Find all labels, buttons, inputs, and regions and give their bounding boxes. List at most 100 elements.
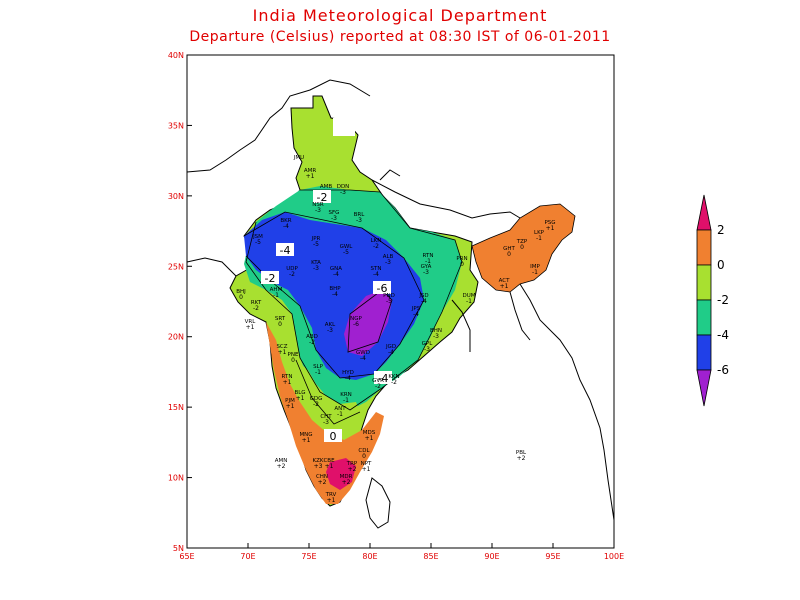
station-name: UDP (286, 266, 298, 272)
station-name: MDR (340, 474, 353, 480)
station-name: GWL (340, 244, 354, 250)
station-value: 0 (239, 294, 243, 301)
station: AMB (320, 184, 333, 190)
station-name: IMP (530, 264, 540, 270)
station: RTN+1 (282, 374, 293, 386)
station-value: -1 (466, 298, 472, 305)
station-value: 0 (362, 453, 366, 460)
station-value: -1 (536, 235, 542, 242)
contour-label: -4 (276, 243, 294, 257)
station-name: CHN (316, 474, 328, 480)
station-name: CDL (358, 448, 370, 454)
legend-swatch (696, 194, 712, 231)
station-value: -3 (340, 189, 346, 196)
legend-swatch (696, 334, 712, 371)
station: BRL-3 (354, 212, 366, 224)
station: NSR-3 (312, 202, 324, 214)
legend-swatch (696, 264, 712, 301)
station: GVR-2 (372, 378, 384, 390)
station-name: BRL (354, 212, 366, 218)
svg-text:-2: -2 (265, 272, 276, 285)
station-value: -1 (315, 369, 321, 376)
station-value: -3 (385, 259, 391, 266)
station: DUM-1 (462, 293, 475, 305)
station-name: HYD (342, 370, 354, 376)
station-value: +1 (327, 497, 336, 504)
lon-tick-label: 65E (179, 552, 194, 561)
station: GNA-4 (330, 266, 342, 278)
contour-label: -6 (373, 281, 391, 295)
station-name: VRL (245, 319, 257, 325)
color-legend: 2 0 -2 -4 -6 (696, 194, 729, 407)
northeast-region (471, 203, 576, 293)
station: ALB-3 (383, 254, 394, 266)
station-name: RTN (282, 374, 293, 380)
station: BLG+1 (294, 390, 305, 402)
lon-tick-label: 90E (484, 552, 499, 561)
station: JSD-4 (418, 293, 428, 305)
station-value: 0 (507, 251, 511, 258)
lat-tick-label: 20N (168, 333, 184, 342)
station-value: +1 (306, 173, 315, 180)
station-value: -2 (309, 339, 315, 346)
station-value: -3 (315, 207, 321, 214)
station-name: AMB (320, 184, 333, 190)
purple-core (344, 290, 392, 356)
station-value: +1 (246, 324, 255, 331)
station-name: TRV (325, 492, 337, 498)
station: KRN-1 (340, 392, 352, 404)
station-name: KZK (313, 458, 324, 464)
station-name: SRT (275, 316, 286, 322)
station-value: -5 (255, 239, 261, 246)
station-value: -1 (425, 258, 431, 265)
station-value: +2 (318, 479, 327, 486)
station: CHT-3 (320, 414, 332, 426)
contour-label: 0 (324, 429, 342, 443)
station-name: BHP (329, 286, 341, 292)
legend-label: 0 (717, 258, 725, 272)
station: ANT-1 (334, 406, 346, 418)
station: NGP-6 (350, 316, 362, 328)
station-name: AMR (304, 168, 317, 174)
station-name: SFG (329, 210, 340, 216)
station-name: JGD (385, 344, 396, 350)
station-name: PND (383, 293, 395, 299)
station: HYD-4 (342, 370, 354, 382)
legend-swatch (696, 299, 712, 336)
legend-label: 2 (717, 223, 725, 237)
station-value: +1 (546, 225, 555, 232)
station-name: CBE (323, 458, 335, 464)
station-value: -5 (386, 298, 392, 305)
lat-tick-label: 5N (173, 544, 184, 553)
station-value: +2 (342, 479, 351, 486)
station-name: STN (371, 266, 382, 272)
station-name: ACT (499, 278, 511, 284)
station-name: ALB (383, 254, 394, 260)
sri-lanka (365, 477, 391, 529)
axis-ticks: 65E 70E 75E 80E 85E 90E 95E 100E 5N 10N 15N 20N 25N 3… (168, 51, 624, 561)
station-name: LKN (371, 238, 382, 244)
station: AHM-1 (270, 287, 283, 299)
station-name: BKR (280, 218, 291, 224)
station-name: PRN (456, 256, 467, 262)
station-value: -2 (289, 271, 295, 278)
missing-data-patch (333, 118, 355, 136)
lat-tick-label: 25N (168, 262, 184, 271)
station-name: NSR (312, 202, 324, 208)
lat-tick-label: 30N (168, 192, 184, 201)
station-value: +2 (277, 463, 286, 470)
station-value: -2 (373, 243, 379, 250)
svg-text:-4: -4 (378, 372, 389, 385)
station: SFG-3 (329, 210, 340, 222)
legend-label: -2 (717, 293, 729, 307)
lon-tick-label: 100E (604, 552, 624, 561)
station: MNG+1 (299, 432, 312, 444)
station: BHP-4 (329, 286, 341, 298)
station: RTN-1 (423, 253, 434, 265)
station-name: GYA (421, 264, 432, 270)
station-name: MNG (299, 432, 312, 438)
west-coast-green (296, 360, 360, 424)
station-value: +1 (286, 403, 295, 410)
